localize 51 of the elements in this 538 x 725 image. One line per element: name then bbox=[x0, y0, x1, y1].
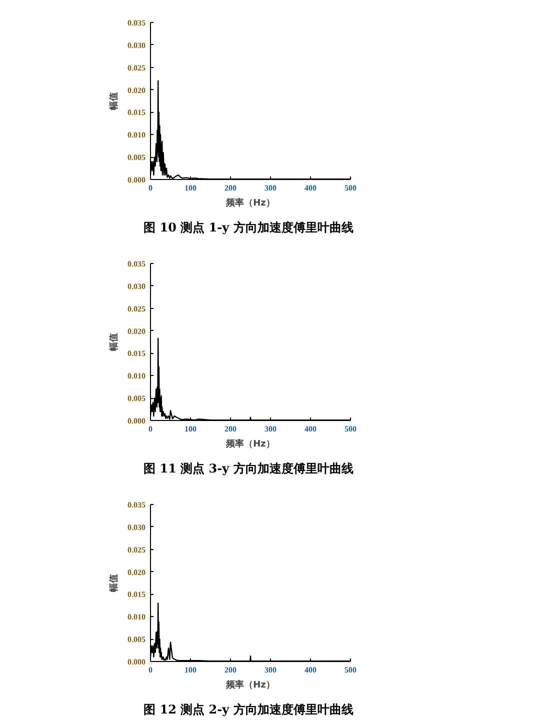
y-tick-label: 0.010 bbox=[128, 130, 146, 140]
y-tick-label: 0.035 bbox=[128, 500, 146, 510]
y-tick-label: 0.015 bbox=[128, 349, 146, 358]
x-tick-label: 300 bbox=[264, 666, 276, 674]
x-tick-label: 500 bbox=[344, 184, 356, 192]
x-tick-label: 200 bbox=[224, 184, 236, 192]
y-tick-label: 0.030 bbox=[128, 40, 146, 50]
text: 图 12 测点 2-y 方向加速度傅里叶曲线 bbox=[144, 702, 354, 716]
x-tick-label: 400 bbox=[304, 424, 316, 434]
y-axis-title: 幅值 bbox=[108, 92, 120, 110]
y-tick-label: 0.005 bbox=[128, 394, 146, 404]
x-tick-label: 100 bbox=[184, 424, 196, 434]
y-tick-label: 0.020 bbox=[128, 568, 146, 577]
x-tick-label: 200 bbox=[224, 424, 236, 434]
x-axis-title: 频率（Hz） bbox=[225, 438, 275, 450]
y-tick-label: 0.020 bbox=[128, 326, 146, 336]
y-tick-label: 0.025 bbox=[128, 304, 146, 314]
y-tick-label: 0.035 bbox=[128, 18, 146, 28]
y-tick-label: 0.015 bbox=[128, 590, 146, 600]
y-tick-label: 0.030 bbox=[128, 522, 146, 532]
y-axis-title: 幅值 bbox=[108, 333, 120, 351]
y-tick-label: 0.030 bbox=[128, 282, 146, 291]
x-tick-label: 500 bbox=[344, 424, 356, 434]
y-tick-label: 0.000 bbox=[128, 658, 146, 666]
y-tick-label: 0.005 bbox=[128, 635, 146, 644]
x-tick-label: 300 bbox=[264, 424, 276, 434]
x-tick-label: 200 bbox=[224, 666, 236, 674]
y-tick-label: 0.000 bbox=[128, 416, 146, 426]
y-tick-label: 0.025 bbox=[128, 63, 146, 72]
x-tick-label: 100 bbox=[184, 666, 196, 674]
y-tick-label: 0.010 bbox=[128, 612, 146, 622]
y-tick-label: 0.025 bbox=[128, 545, 146, 554]
x-tick-label: 0 bbox=[148, 666, 152, 674]
y-tick-label: 0.010 bbox=[128, 372, 146, 381]
x-axis-title: 频率（Hz） bbox=[225, 680, 275, 690]
y-tick-label: 0.000 bbox=[128, 176, 146, 184]
y-tick-label: 0.005 bbox=[128, 153, 146, 162]
y-tick-label: 0.020 bbox=[128, 86, 146, 95]
x-tick-label: 0 bbox=[148, 184, 152, 192]
x-tick-label: 300 bbox=[264, 184, 276, 192]
y-tick-label: 0.015 bbox=[128, 108, 146, 118]
text: 图 10 测点 1-y 方向加速度傅里叶曲线 bbox=[144, 220, 354, 234]
y-tick-label: 0.035 bbox=[128, 260, 146, 268]
x-axis-title: 频率（Hz） bbox=[225, 198, 275, 208]
x-tick-label: 0 bbox=[148, 424, 152, 434]
text: 图 11 测点 3-y 方向加速度傅里叶曲线 bbox=[144, 462, 354, 476]
x-tick-label: 400 bbox=[304, 184, 316, 192]
y-axis-title: 幅值 bbox=[108, 574, 120, 592]
x-tick-label: 500 bbox=[344, 666, 356, 674]
x-tick-label: 100 bbox=[184, 184, 196, 192]
x-tick-label: 400 bbox=[304, 666, 316, 674]
